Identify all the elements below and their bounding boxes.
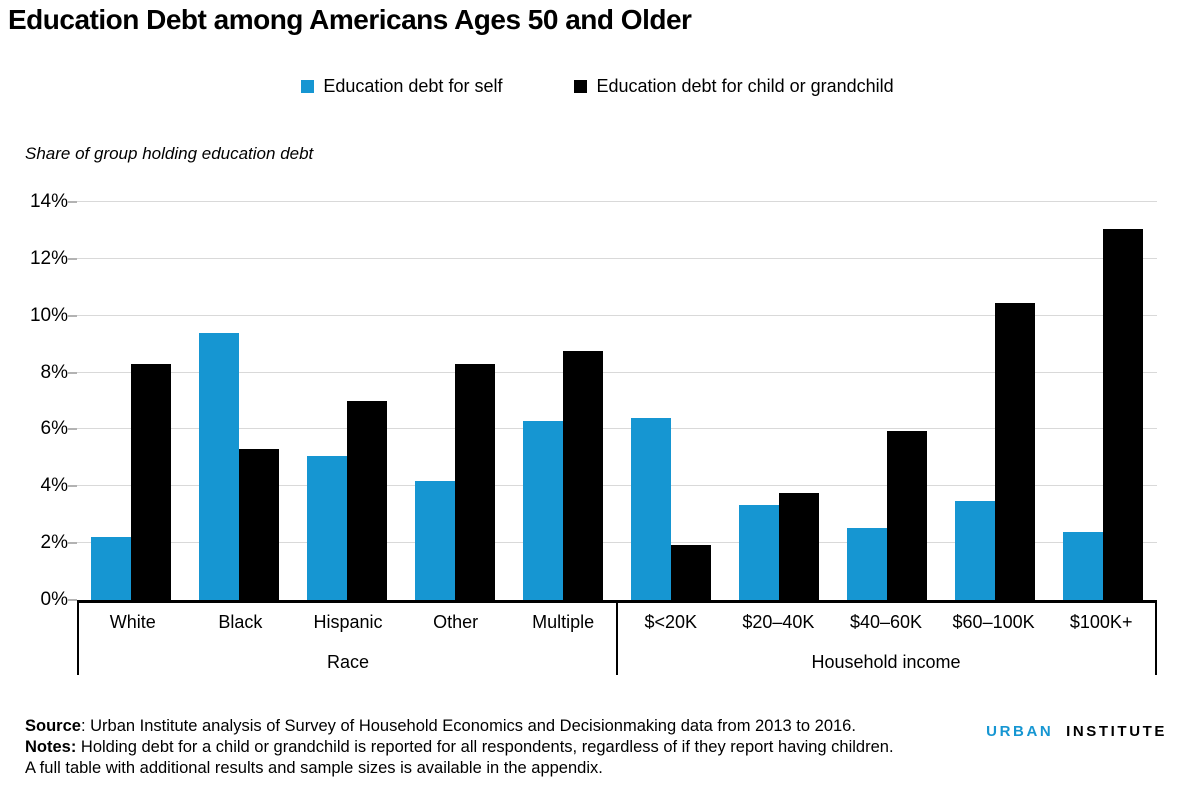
category-slot-Black <box>185 202 293 600</box>
category-label-$20–40K: $20–40K <box>742 612 815 632</box>
category-label-row: $<20K $20–40K $40–60K $60–100K $100K+ <box>617 603 1155 633</box>
y-tick-mark <box>68 542 77 545</box>
category-slot-$40–60K <box>833 202 941 600</box>
legend-item-child: Education debt for child or grandchild <box>574 76 894 97</box>
legend-label: Education debt for child or grandchild <box>596 76 894 96</box>
gridline-10 <box>77 314 1157 316</box>
bar-child-$<20K <box>671 544 711 600</box>
category-slot-$60–100K <box>941 202 1049 600</box>
category-label-Multiple: Multiple <box>532 612 595 632</box>
category-slot-$<20K <box>617 202 725 600</box>
x-axis: White Black Hispanic Other Multiple Race $<20K… <box>77 603 1157 675</box>
gridline-8 <box>77 371 1157 373</box>
category-label-White: White <box>109 612 156 632</box>
y-tick-label: 0% <box>40 589 68 610</box>
y-tick-mark <box>68 371 77 374</box>
y-axis-title: Share of group holding education debt <box>25 144 314 163</box>
y-tick-label: 8% <box>40 361 68 383</box>
gridline-14 <box>77 201 1157 202</box>
legend: Education debt for self Education debt fo… <box>0 76 1195 97</box>
bar-self-Black <box>199 332 239 600</box>
category-slot-$100K+ <box>1049 202 1157 600</box>
bar-group-household-income <box>617 202 1157 600</box>
bar-self-White <box>91 537 131 600</box>
y-tick-label: 10% <box>29 304 68 326</box>
gridline-6 <box>77 428 1157 430</box>
legend-item-self: Education debt for self <box>301 76 502 97</box>
bar-child-Hispanic <box>347 401 387 600</box>
y-tick-mark <box>68 485 77 488</box>
bar-self-$20–40K <box>739 504 779 600</box>
bars-layer <box>77 202 1157 600</box>
group-divider-line <box>616 603 618 675</box>
bar-self-$40–60K <box>847 527 887 600</box>
gridline-2 <box>77 542 1157 544</box>
plot-area <box>68 201 1157 603</box>
urban-institute-logo: URBAN INSTITUTE <box>986 723 1167 740</box>
y-tick-label: 4% <box>40 475 68 497</box>
bar-self-$<20K <box>631 418 671 600</box>
category-label-Black: Black <box>218 612 263 632</box>
y-tick-mark <box>68 599 77 601</box>
x-group-household-income: $<20K $20–40K $40–60K $60–100K $100K+ Househo… <box>617 603 1155 675</box>
source-line: Source: Urban Institute analysis of Surv… <box>25 716 985 737</box>
y-tick-mark <box>68 201 77 203</box>
bar-child-Multiple <box>563 351 603 600</box>
notes-line: Notes: Holding debt for a child or grand… <box>25 737 985 758</box>
category-label-$40–60K: $40–60K <box>849 612 923 632</box>
legend-swatch-icon <box>301 80 315 93</box>
bar-self-$60–100K <box>955 500 995 600</box>
bar-child-$60–100K <box>995 302 1035 600</box>
category-slot-Multiple <box>509 202 617 600</box>
y-axis-labels: 0% 2% 4% 6% 8% 10% 12% 14% <box>0 191 68 610</box>
bar-child-$40–60K <box>887 430 927 600</box>
category-label-Hispanic: Hispanic <box>313 612 383 632</box>
category-slot-Hispanic <box>293 202 401 600</box>
notes-label: Notes: <box>25 738 77 756</box>
y-tick-mark <box>68 428 77 431</box>
category-label-row: White Black Hispanic Other Multiple <box>79 603 617 633</box>
category-label-$100K+: $100K+ <box>1069 612 1133 632</box>
y-tick-label: 14% <box>29 191 68 212</box>
logo-institute-text: INSTITUTE <box>1066 723 1167 740</box>
source-text: : Urban Institute analysis of Survey of … <box>80 717 856 735</box>
y-tick-mark <box>68 257 77 260</box>
category-slot-$20–40K <box>725 202 833 600</box>
source-label: Source <box>25 717 81 735</box>
x-axis-groups: White Black Hispanic Other Multiple Race $<20K… <box>79 603 1155 675</box>
category-label-$<20K: $<20K <box>644 612 698 632</box>
y-tick-mark <box>68 314 77 317</box>
bar-self-Hispanic <box>307 456 347 600</box>
bar-group-race <box>77 202 617 600</box>
legend-swatch-icon <box>574 80 588 93</box>
bar-child-$100K+ <box>1103 229 1143 600</box>
legend-label: Education debt for self <box>323 76 503 96</box>
notes-text: Holding debt for a child or grandchild i… <box>76 738 894 756</box>
category-slot-Other <box>401 202 509 600</box>
group-label: Household income <box>811 652 961 672</box>
group-label: Race <box>326 652 370 672</box>
footer-notes: Source: Urban Institute analysis of Surv… <box>25 716 985 779</box>
appendix-line: A full table with additional results and… <box>25 759 603 777</box>
category-label-$60–100K: $60–100K <box>952 612 1035 632</box>
chart-title: Education Debt among Americans Ages 50 a… <box>8 4 692 35</box>
bar-child-Black <box>239 449 279 600</box>
bar-child-$20–40K <box>779 493 819 600</box>
bar-self-Other <box>415 480 455 600</box>
gridline-12 <box>77 257 1157 259</box>
y-tick-label: 12% <box>29 247 68 269</box>
x-group-race: White Black Hispanic Other Multiple Race <box>79 603 617 675</box>
bar-child-White <box>131 364 171 600</box>
y-tick-label: 2% <box>40 532 68 554</box>
bar-self-Multiple <box>523 420 563 600</box>
gridline-4 <box>77 485 1157 487</box>
logo-urban-text: URBAN <box>986 723 1054 740</box>
category-label-Other: Other <box>433 612 479 632</box>
bar-child-Other <box>455 364 495 600</box>
y-tick-label: 6% <box>40 418 68 440</box>
category-slot-White <box>77 202 185 600</box>
bar-self-$100K+ <box>1063 531 1103 600</box>
